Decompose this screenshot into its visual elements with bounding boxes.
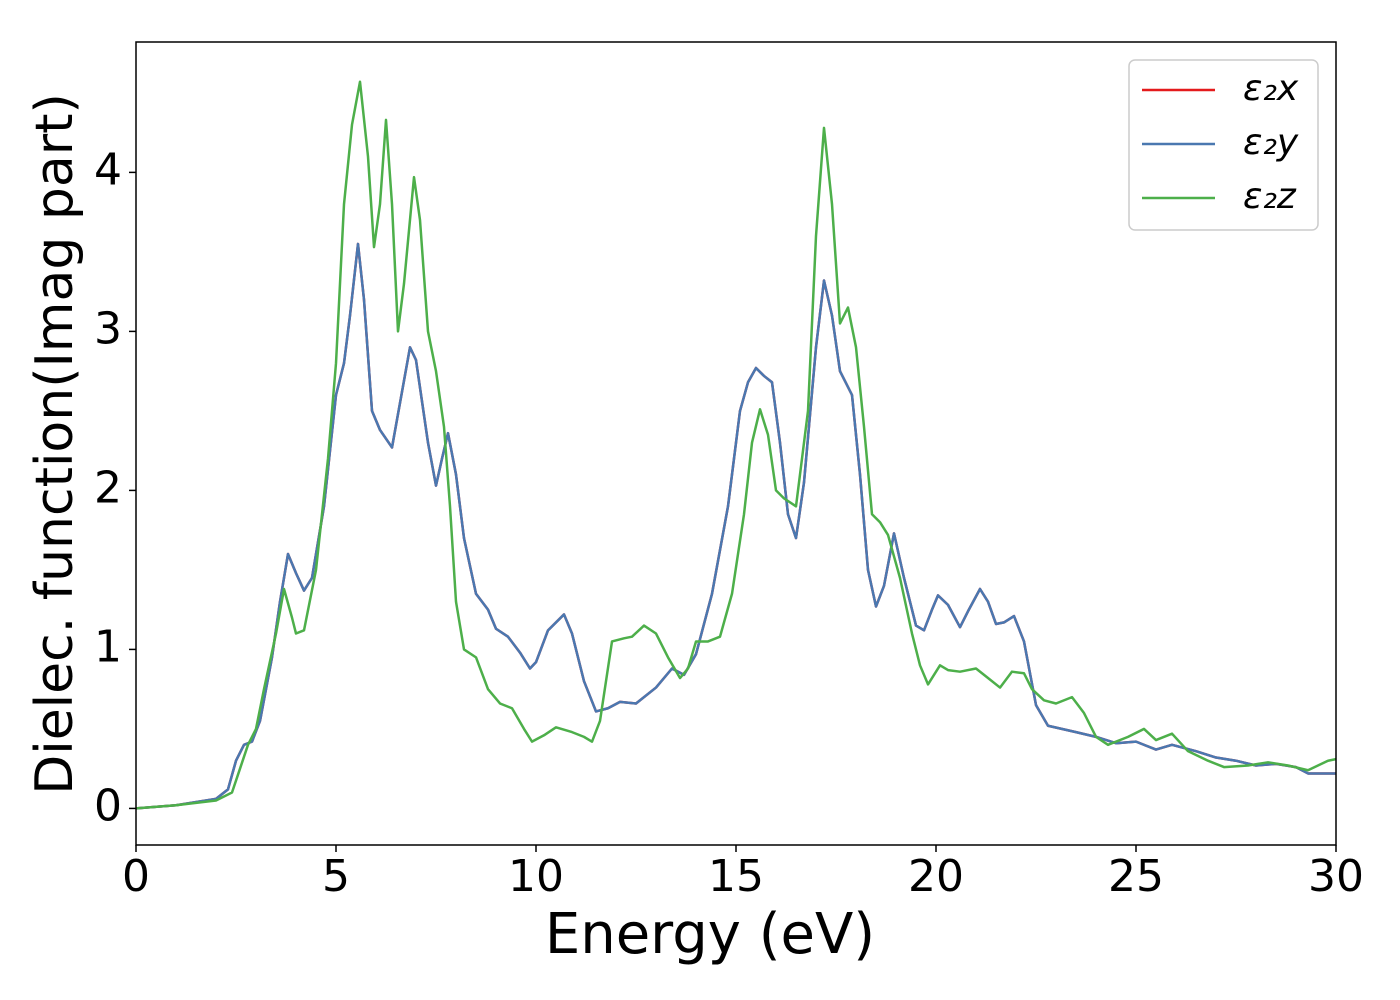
- y-tick-label: 0: [94, 780, 122, 831]
- x-tick-label: 15: [708, 851, 764, 902]
- y-tick-label: 1: [94, 621, 122, 672]
- y-tick-label: 4: [94, 144, 122, 195]
- legend-label: ε₂x: [1243, 68, 1299, 109]
- series-line: [136, 242, 1336, 810]
- x-tick-label: 10: [508, 851, 564, 902]
- y-tick-label: 3: [94, 303, 122, 354]
- x-tick-label: 30: [1308, 851, 1364, 902]
- series-line: [136, 80, 1336, 810]
- legend-label: ε₂z: [1243, 176, 1297, 217]
- x-tick-label: 20: [908, 851, 964, 902]
- x-tick-label: 25: [1108, 851, 1164, 902]
- x-tick-label: 0: [122, 851, 150, 902]
- legend-box: [1128, 59, 1319, 231]
- plot-frame: [135, 41, 1337, 846]
- legend-label: ε₂y: [1243, 122, 1299, 163]
- x-tick-label: 5: [322, 851, 350, 902]
- y-axis-label: Dielec. function(Imag part): [25, 93, 85, 795]
- x-axis-label: Energy (eV): [545, 902, 875, 967]
- y-tick-label: 2: [94, 462, 122, 513]
